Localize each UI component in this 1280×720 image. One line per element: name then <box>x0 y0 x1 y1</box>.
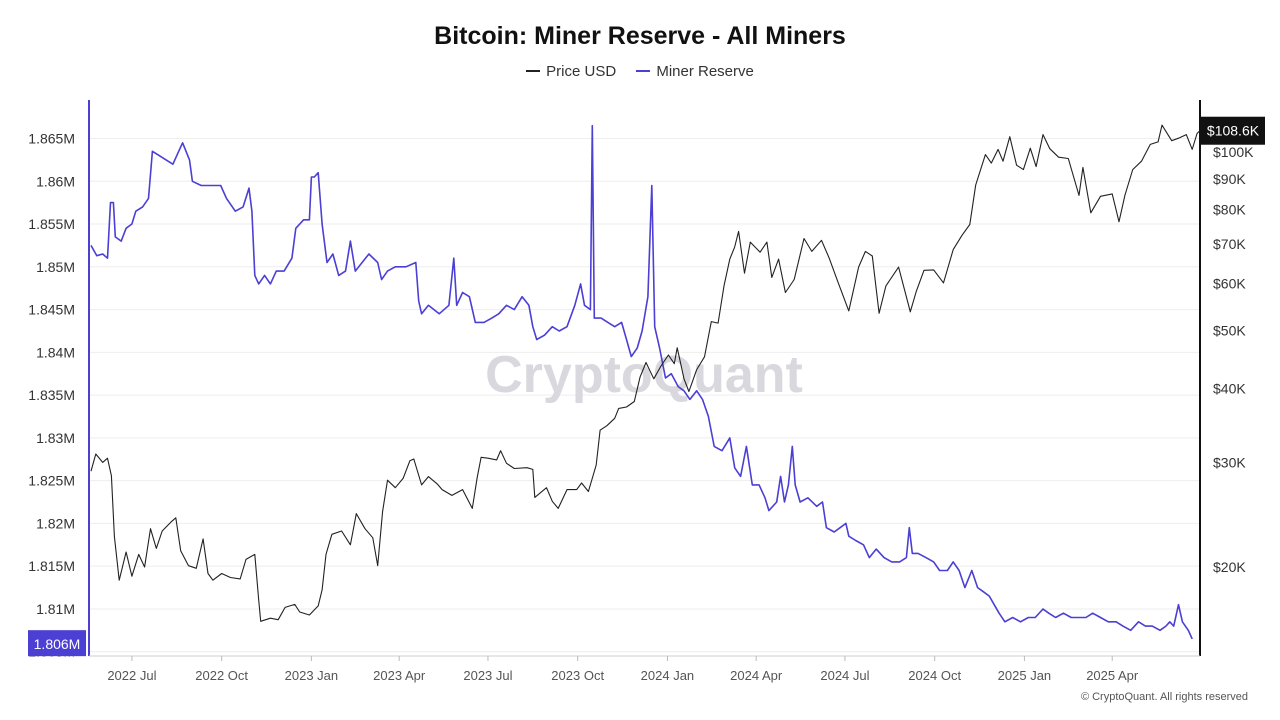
right-current-value-badge <box>1201 116 1265 145</box>
left-tick-label: 1.815M <box>28 558 75 574</box>
x-tick-label: 2024 Oct <box>908 668 961 683</box>
x-tick-label: 2022 Oct <box>195 668 248 683</box>
x-tick-label: 2024 Jan <box>641 668 695 683</box>
legend-item-reserve[interactable]: Miner Reserve <box>636 63 754 80</box>
x-tick-label: 2023 Oct <box>551 668 604 683</box>
left-current-value-badge <box>28 630 86 657</box>
left-tick-label: 1.865M <box>28 130 75 146</box>
left-tick-label: 1.855M <box>28 216 75 232</box>
left-tick-label: 1.845M <box>28 302 75 318</box>
x-tick-label: 2025 Apr <box>1086 668 1139 683</box>
left-tick-label: 1.81M <box>36 601 75 617</box>
right-tick-label: $20K <box>1213 559 1246 575</box>
legend-label-price: Price USD <box>546 63 617 80</box>
left-tick-label: 1.82M <box>36 515 75 531</box>
x-tick-label: 2024 Apr <box>730 668 783 683</box>
left-current-value-label: 1.806M <box>34 636 81 652</box>
right-tick-label: $60K <box>1213 276 1246 292</box>
right-tick-label: $80K <box>1213 202 1246 218</box>
x-tick-label: 2025 Jan <box>998 668 1052 683</box>
copyright-footer: © CryptoQuant. All rights reserved <box>1080 691 1248 703</box>
right-tick-label: $30K <box>1213 454 1246 470</box>
left-tick-label: 1.84M <box>36 344 75 360</box>
x-tick-label: 2024 Jul <box>820 668 869 683</box>
right-tick-label: $70K <box>1213 236 1246 252</box>
x-tick-label: 2023 Jan <box>285 668 339 683</box>
right-tick-label: $50K <box>1213 323 1246 339</box>
left-tick-label: 1.83M <box>36 430 75 446</box>
chart-title: Bitcoin: Miner Reserve - All Miners <box>434 22 846 50</box>
x-tick-label: 2023 Apr <box>373 668 426 683</box>
right-current-value-label: $108.6K <box>1207 123 1260 139</box>
legend-swatch-price <box>526 70 541 73</box>
series-line-price-usd <box>90 124 1201 622</box>
x-tick-label: 2022 Jul <box>107 668 156 683</box>
x-tick-label: 2023 Jul <box>463 668 512 683</box>
right-tick-label: $40K <box>1213 380 1246 396</box>
series-line-miner-reserve <box>90 124 1193 640</box>
left-tick-label: 1.86M <box>36 173 75 189</box>
left-tick-label: 1.85M <box>36 259 75 275</box>
right-tick-label: $90K <box>1213 171 1246 187</box>
legend-label-reserve: Miner Reserve <box>656 63 754 80</box>
legend-item-price[interactable]: Price USD <box>526 63 616 80</box>
chart-legend: Price USD Miner Reserve <box>0 63 1280 80</box>
left-tick-label: 1.835M <box>28 387 75 403</box>
legend-swatch-reserve <box>636 70 651 73</box>
right-tick-label: $100K <box>1213 144 1254 160</box>
watermark-text: CryptoQuant <box>485 346 803 404</box>
left-tick-label: 1.825M <box>28 473 75 489</box>
